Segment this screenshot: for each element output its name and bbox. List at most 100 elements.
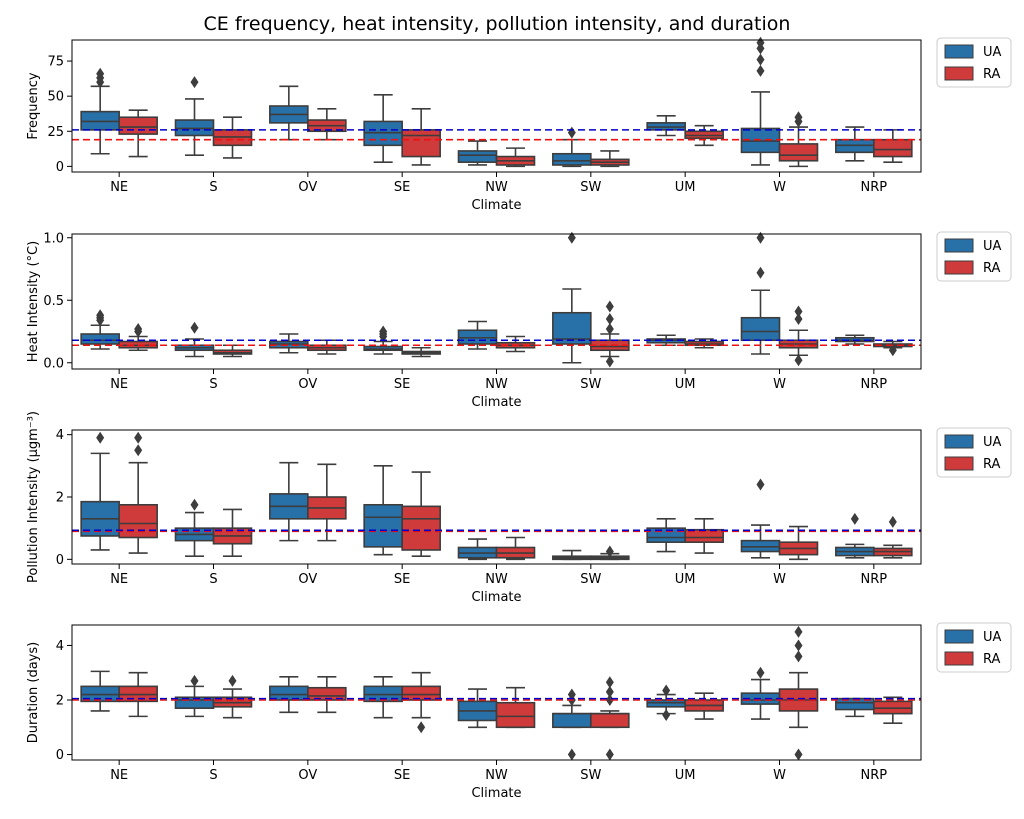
subplot-2: 0.0 0.5 1.0 NE S OV SE NW SW UM W NRP Climate Heat In… (26, 231, 1012, 410)
box-RA-UM (684, 124, 724, 147)
box-UA-OV (269, 85, 309, 141)
box-iqr (118, 116, 158, 135)
flier (417, 721, 426, 734)
flier (134, 431, 143, 444)
legend-swatch-RA (944, 456, 974, 471)
legend: UA RA (936, 231, 1012, 282)
x-tick-label: S (209, 180, 217, 195)
y-tick-label: 50 (47, 90, 64, 105)
box-UA-S (174, 76, 215, 156)
box-iqr (590, 712, 630, 729)
box-UA-NRP (835, 126, 875, 162)
flier (756, 266, 765, 279)
legend: UA RA (936, 622, 1012, 673)
flier (134, 444, 143, 457)
y-tick-label: 2 (56, 694, 64, 709)
x-tick-label: NRP (861, 768, 888, 783)
flier (662, 709, 671, 721)
box-RA-NRP (873, 340, 913, 357)
flier (756, 478, 765, 491)
box-UA-NE (80, 67, 120, 155)
legend-swatch-UA (944, 434, 974, 449)
box-iqr (457, 150, 498, 163)
box-RA-SW (590, 545, 630, 561)
figure-title: CE frequency, heat intensity, pollution … (204, 13, 791, 35)
box-UA-SW (552, 688, 592, 761)
flier (190, 674, 199, 687)
box-iqr (401, 129, 441, 158)
x-axis-label: Climate (471, 786, 521, 801)
y-tick-label: 0 (56, 553, 64, 568)
box-RA-NE (118, 671, 158, 718)
legend-swatch-RA (944, 651, 974, 666)
x-tick-label: SW (580, 180, 601, 195)
box-UA-SW (552, 126, 592, 168)
x-tick-label: SE (394, 572, 410, 587)
subplot-1: 0 25 50 75 NE S OV SE NW SW UM W NRP Climate Frequency… (26, 36, 1012, 213)
flier (228, 674, 237, 687)
x-tick-label: S (209, 377, 217, 392)
box-RA-NW (495, 335, 536, 353)
flier (190, 498, 199, 511)
box-RA-W (778, 305, 819, 367)
legend: UA RA (936, 427, 1012, 478)
box-iqr (401, 685, 441, 701)
box-iqr (778, 143, 819, 162)
x-tick-label: NRP (861, 180, 888, 195)
box-RA-NW (495, 147, 536, 168)
x-tick-label: NE (110, 572, 128, 587)
x-tick-label: NE (110, 377, 128, 392)
box-iqr (401, 505, 441, 551)
flier (850, 512, 859, 525)
y-tick-label: 1.0 (43, 231, 64, 246)
box-RA-W (778, 111, 819, 168)
box-RA-NE (118, 431, 158, 554)
flier (605, 300, 614, 313)
box-RA-OV (307, 676, 347, 714)
box-UA-W (740, 666, 781, 720)
box-RA-UM (684, 518, 724, 554)
x-tick-label: UM (675, 572, 696, 587)
box-UA-SW (552, 549, 592, 561)
box-RA-OV (307, 463, 347, 542)
flier (888, 515, 897, 528)
box-RA-NRP (873, 129, 913, 163)
y-tick-label: 0.0 (43, 356, 64, 371)
flier (605, 685, 614, 698)
flier (190, 321, 199, 334)
legend-label-RA: RA (983, 67, 1001, 82)
box-UA-OV (269, 333, 309, 354)
box-RA-NW (495, 536, 536, 561)
y-tick-label: 2 (56, 491, 64, 506)
flier (567, 231, 576, 244)
box-UA-SE (363, 465, 403, 556)
box-RA-SW (590, 300, 630, 368)
box-UA-W (740, 231, 781, 355)
x-axis-label: Climate (471, 395, 521, 410)
flier (605, 545, 614, 558)
x-tick-label: NW (485, 572, 508, 587)
box-RA-SE (401, 671, 441, 734)
flier (662, 684, 671, 697)
box-UA-W (740, 36, 781, 166)
box-RA-SW (590, 676, 630, 761)
flier (888, 344, 897, 357)
flier (605, 323, 614, 335)
legend: UA RA (936, 37, 1012, 88)
box-iqr (740, 316, 781, 342)
subplot-4: 0 2 4 NE S OV SE NW SW UM W NRP Climate Duration (day… (26, 622, 1012, 801)
box-RA-S (212, 116, 253, 159)
plot-frame (71, 624, 922, 761)
flier (794, 748, 803, 761)
box-UA-NW (457, 688, 498, 729)
box-RA-SE (401, 346, 441, 358)
box-iqr (873, 138, 913, 158)
box-UA-NE (80, 670, 120, 712)
x-tick-label: NE (110, 180, 128, 195)
box-UA-SE (363, 325, 403, 355)
flier (756, 64, 765, 77)
box-UA-NE (80, 431, 120, 551)
x-tick-label: NE (110, 768, 128, 783)
y-tick-label: 75 (47, 55, 64, 70)
